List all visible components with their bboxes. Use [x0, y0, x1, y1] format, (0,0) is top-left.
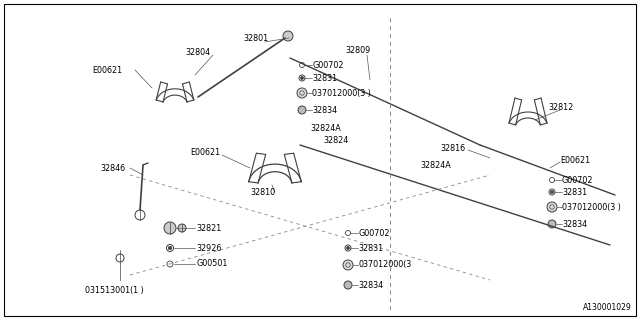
- Text: G00702: G00702: [312, 60, 344, 69]
- Circle shape: [343, 260, 353, 270]
- Circle shape: [283, 31, 293, 41]
- Text: E00621: E00621: [92, 66, 122, 75]
- Text: 037012000(3 ): 037012000(3 ): [312, 89, 371, 98]
- Text: 32801: 32801: [243, 34, 268, 43]
- Circle shape: [168, 246, 172, 250]
- Circle shape: [547, 202, 557, 212]
- Circle shape: [346, 246, 349, 250]
- Text: 32824A: 32824A: [310, 124, 340, 132]
- Circle shape: [298, 106, 306, 114]
- Text: 32812: 32812: [548, 102, 573, 111]
- Text: 32804: 32804: [185, 47, 210, 57]
- Text: G00501: G00501: [196, 260, 227, 268]
- Circle shape: [178, 224, 186, 232]
- Text: 32926: 32926: [196, 244, 221, 252]
- Text: 32824A: 32824A: [420, 161, 451, 170]
- Text: 031513001(1 ): 031513001(1 ): [85, 285, 144, 294]
- Circle shape: [297, 88, 307, 98]
- Text: 32846: 32846: [100, 164, 125, 172]
- Circle shape: [164, 222, 176, 234]
- Text: 037012000(3 ): 037012000(3 ): [562, 203, 621, 212]
- Circle shape: [344, 281, 352, 289]
- Text: G00702: G00702: [562, 175, 593, 185]
- Text: 32810: 32810: [250, 188, 275, 196]
- Circle shape: [301, 76, 303, 79]
- Text: 32831: 32831: [312, 74, 337, 83]
- Text: E00621: E00621: [560, 156, 590, 164]
- Text: 32816: 32816: [440, 143, 465, 153]
- Text: 037012000(3: 037012000(3: [358, 260, 412, 269]
- Text: A130001029: A130001029: [583, 303, 632, 312]
- Text: 32834: 32834: [312, 106, 337, 115]
- Text: 32831: 32831: [562, 188, 587, 196]
- Text: 32834: 32834: [358, 281, 383, 290]
- Text: 32821: 32821: [196, 223, 221, 233]
- Circle shape: [548, 220, 556, 228]
- Text: 32834: 32834: [562, 220, 587, 228]
- Text: 32824: 32824: [323, 135, 348, 145]
- Text: 32809: 32809: [345, 45, 371, 54]
- Text: 32831: 32831: [358, 244, 383, 252]
- Circle shape: [550, 190, 554, 194]
- Text: G00702: G00702: [358, 228, 390, 237]
- Text: E00621: E00621: [190, 148, 220, 156]
